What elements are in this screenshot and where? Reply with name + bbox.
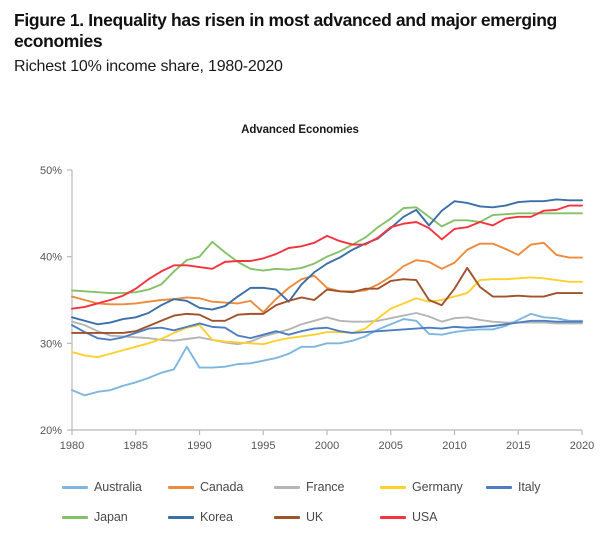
legend-row-2: Japan Korea UK USA bbox=[62, 502, 592, 532]
legend-item-label: Italy bbox=[518, 480, 541, 494]
series-line-italy bbox=[71, 319, 583, 341]
x-tick-label: 1990 bbox=[187, 440, 211, 452]
legend-item-korea[interactable]: Korea bbox=[168, 510, 274, 524]
legend-item-label: France bbox=[306, 480, 345, 494]
legend-item-usa[interactable]: USA bbox=[380, 510, 486, 524]
y-tick-label: 20% bbox=[40, 425, 62, 437]
legend-row-1: Australia Canada France Germany Italy bbox=[62, 472, 592, 502]
x-tick-label: 1985 bbox=[124, 440, 148, 452]
y-tick-label: 40% bbox=[40, 252, 62, 264]
legend-item-australia[interactable]: Australia bbox=[62, 480, 168, 494]
figure-subtitle: Richest 10% income share, 1980-2020 bbox=[14, 57, 283, 75]
series-line-usa bbox=[71, 204, 583, 310]
legend-item-canada[interactable]: Canada bbox=[168, 480, 274, 494]
legend-swatch-icon bbox=[168, 515, 194, 519]
figure-title: Figure 1. Inequality has risen in most a… bbox=[14, 10, 557, 52]
legend-swatch-icon bbox=[168, 485, 194, 489]
chart-plot-area: 20% 30% 40% 50% 1980 1985 1990 1995 2000 2005 2010… bbox=[0, 150, 600, 460]
legend-item-label: Korea bbox=[200, 510, 233, 524]
chart-legend: Australia Canada France Germany Italy Japan K… bbox=[62, 472, 592, 532]
x-tick-label: 2015 bbox=[506, 440, 530, 452]
x-tick-label: 2005 bbox=[379, 440, 403, 452]
legend-item-italy[interactable]: Italy bbox=[486, 480, 592, 494]
x-tick-label: 2000 bbox=[315, 440, 339, 452]
x-tick-label: 2010 bbox=[442, 440, 466, 452]
legend-swatch-icon bbox=[274, 485, 300, 489]
legend-swatch-icon bbox=[62, 515, 88, 519]
legend-swatch-icon bbox=[62, 485, 88, 489]
legend-swatch-icon bbox=[380, 485, 406, 489]
legend-item-label: Australia bbox=[94, 480, 142, 494]
series-line-canada bbox=[71, 241, 583, 314]
figure-header: Figure 1. Inequality has risen in most a… bbox=[0, 0, 600, 77]
legend-item-label: UK bbox=[306, 510, 324, 524]
y-tick-label: 30% bbox=[40, 338, 62, 350]
legend-swatch-icon bbox=[486, 485, 512, 489]
legend-item-label: Canada bbox=[200, 480, 244, 494]
legend-swatch-icon bbox=[380, 515, 406, 519]
series-line-france bbox=[71, 312, 583, 346]
chart-panel-title: Advanced Economies bbox=[241, 124, 359, 136]
x-tick-label: 1980 bbox=[60, 440, 84, 452]
x-tick-label: 1995 bbox=[251, 440, 275, 452]
line-chart-svg: 20% 30% 40% 50% 1980 1985 1990 1995 2000 2005 2010… bbox=[40, 165, 594, 452]
series-line-japan bbox=[71, 206, 583, 295]
series-line-germany bbox=[71, 276, 583, 359]
series-line-uk bbox=[71, 266, 583, 334]
legend-swatch-icon bbox=[274, 515, 300, 519]
legend-item-japan[interactable]: Japan bbox=[62, 510, 168, 524]
series-line-australia bbox=[71, 312, 583, 397]
legend-item-germany[interactable]: Germany bbox=[380, 480, 486, 494]
legend-item-france[interactable]: France bbox=[274, 480, 380, 494]
legend-item-label: USA bbox=[412, 510, 438, 524]
legend-item-label: Japan bbox=[94, 510, 128, 524]
x-tick-label: 2020 bbox=[570, 440, 594, 452]
series-line-korea bbox=[71, 198, 583, 326]
legend-item-label: Germany bbox=[412, 480, 463, 494]
y-tick-label: 50% bbox=[40, 165, 62, 177]
legend-item-uk[interactable]: UK bbox=[274, 510, 380, 524]
